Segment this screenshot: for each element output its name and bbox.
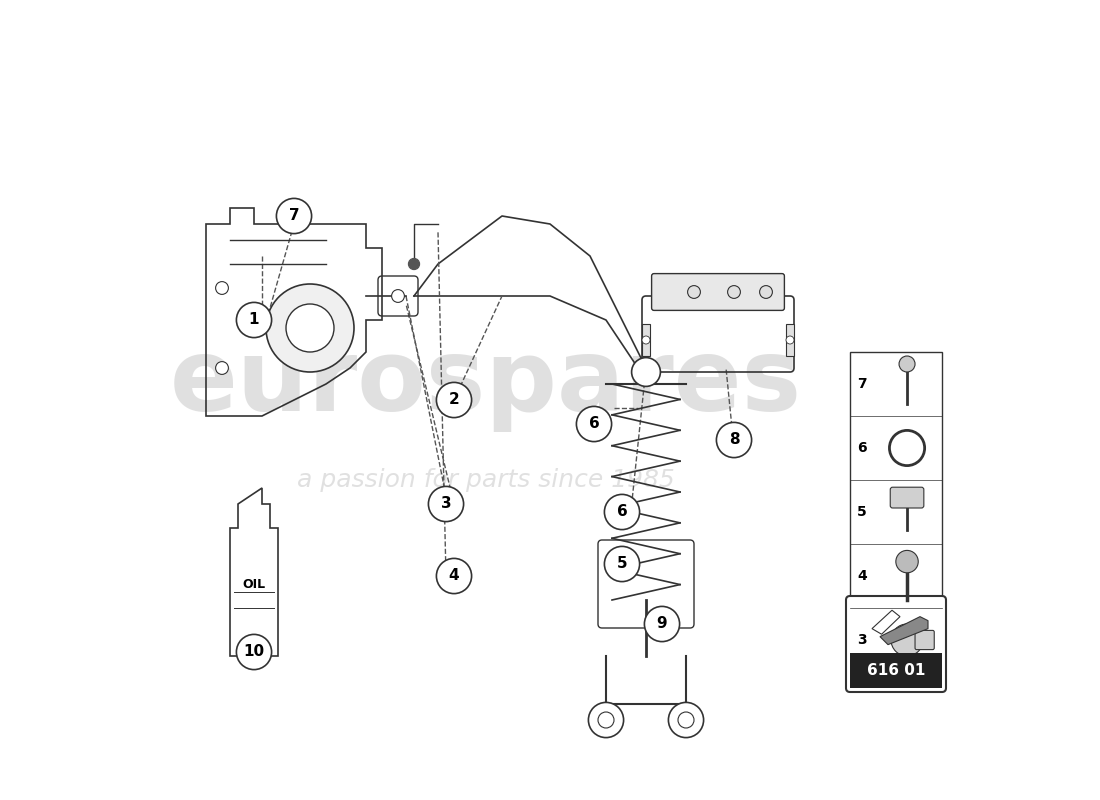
Circle shape [576, 406, 612, 442]
Text: 6: 6 [617, 505, 627, 519]
Circle shape [631, 358, 660, 386]
Text: 5: 5 [617, 557, 627, 571]
Bar [642, 324, 650, 356]
Circle shape [236, 302, 272, 338]
Circle shape [678, 712, 694, 728]
Circle shape [760, 286, 772, 298]
Circle shape [786, 336, 794, 344]
Circle shape [891, 624, 923, 656]
Bar [850, 653, 942, 688]
Circle shape [437, 558, 472, 594]
Circle shape [604, 546, 639, 582]
Circle shape [598, 712, 614, 728]
Text: 3: 3 [441, 497, 451, 511]
Text: 4: 4 [449, 569, 460, 583]
Text: 9: 9 [657, 617, 668, 631]
Text: 4: 4 [857, 569, 867, 583]
Circle shape [236, 634, 272, 670]
Circle shape [716, 422, 751, 458]
Circle shape [286, 304, 334, 352]
Circle shape [895, 550, 918, 573]
Circle shape [727, 286, 740, 298]
Circle shape [604, 494, 639, 530]
Text: 3: 3 [857, 633, 867, 647]
Text: 7: 7 [857, 377, 867, 391]
FancyBboxPatch shape [890, 487, 924, 508]
Polygon shape [872, 610, 900, 634]
FancyBboxPatch shape [846, 596, 946, 692]
Text: 10: 10 [243, 645, 265, 659]
Circle shape [688, 286, 701, 298]
Text: 616 01: 616 01 [867, 663, 925, 678]
Text: 5: 5 [857, 505, 867, 519]
Text: a passion for parts since 1985: a passion for parts since 1985 [297, 468, 675, 492]
Text: 8: 8 [728, 433, 739, 447]
Polygon shape [880, 617, 928, 645]
Circle shape [669, 702, 704, 738]
FancyBboxPatch shape [915, 630, 934, 650]
Circle shape [642, 336, 650, 344]
Circle shape [216, 282, 229, 294]
Circle shape [266, 284, 354, 372]
Circle shape [588, 702, 624, 738]
Circle shape [898, 438, 916, 458]
Bar [786, 324, 794, 356]
Circle shape [428, 486, 463, 522]
Circle shape [437, 382, 472, 418]
Text: OIL: OIL [242, 578, 265, 590]
Text: eurospares: eurospares [169, 335, 802, 433]
Circle shape [216, 362, 229, 374]
Text: 6: 6 [857, 441, 867, 455]
FancyBboxPatch shape [651, 274, 784, 310]
Bar [850, 352, 942, 672]
Text: 1: 1 [249, 313, 260, 327]
Circle shape [645, 606, 680, 642]
Circle shape [890, 430, 925, 466]
Circle shape [392, 290, 405, 302]
Text: 2: 2 [449, 393, 460, 407]
Text: 7: 7 [288, 209, 299, 223]
Circle shape [408, 258, 419, 270]
Circle shape [276, 198, 311, 234]
Circle shape [899, 356, 915, 372]
Text: 6: 6 [588, 417, 600, 431]
